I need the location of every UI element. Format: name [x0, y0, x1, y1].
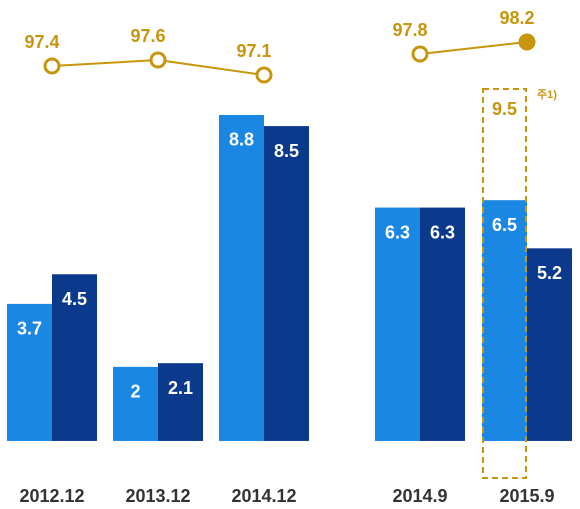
- x-tick-label: 2013.12: [125, 486, 190, 506]
- bar-label: 6.3: [430, 222, 455, 242]
- line-label: 98.2: [499, 8, 534, 28]
- x-tick-label: 2015.9: [499, 486, 554, 506]
- x-tick-label: 2012.12: [19, 486, 84, 506]
- bar-label: 6.3: [385, 222, 410, 242]
- bar: [113, 366, 158, 441]
- line-label: 97.8: [392, 20, 427, 40]
- bar-label: 2.1: [168, 378, 193, 398]
- annotation-note: 주1): [537, 88, 557, 101]
- bar-label: 8.5: [274, 141, 299, 161]
- line-marker: [518, 33, 536, 51]
- x-tick-label: 2014.9: [392, 486, 447, 506]
- bar-label: 6.5: [492, 215, 517, 235]
- bar: [52, 274, 97, 441]
- bar: [158, 363, 203, 441]
- line-label: 97.6: [130, 26, 165, 46]
- bar: [482, 200, 527, 441]
- line-label: 97.4: [24, 32, 59, 52]
- bar-label: 2: [130, 382, 140, 402]
- bar: [527, 248, 572, 441]
- bar: [7, 303, 52, 441]
- line-marker: [149, 51, 167, 69]
- bar-label: 8.8: [229, 130, 254, 150]
- line: [419, 41, 528, 55]
- line-marker: [43, 57, 61, 75]
- line-marker: [411, 45, 429, 63]
- bar: [375, 207, 420, 441]
- annotation-label: 9.5: [492, 99, 517, 119]
- bar: [420, 207, 465, 441]
- bar-label: 3.7: [17, 319, 42, 339]
- annotation-box: [482, 88, 527, 479]
- bar: [219, 114, 264, 441]
- bar-label: 4.5: [62, 289, 87, 309]
- bar-label: 5.2: [537, 263, 562, 283]
- line-label: 97.1: [236, 41, 271, 61]
- x-tick-label: 2014.12: [231, 486, 296, 506]
- line-marker: [255, 66, 273, 84]
- bar: [264, 126, 309, 441]
